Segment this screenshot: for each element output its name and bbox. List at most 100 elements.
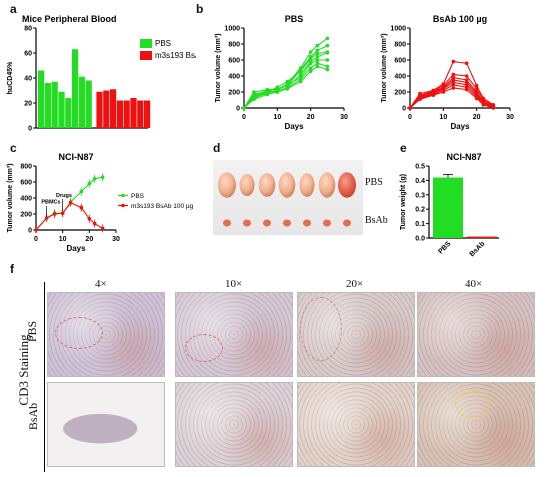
y-tick-label: 1000	[390, 26, 406, 33]
y-tick-label: 600	[20, 180, 32, 187]
bsab-tumor	[343, 219, 351, 227]
x-tick-label: 20	[473, 114, 481, 121]
y-axis-label: Tumor weight (g)	[400, 174, 407, 230]
data-point	[308, 69, 313, 73]
data-point	[315, 55, 320, 59]
pbs-tumor	[218, 172, 236, 198]
data-point	[34, 228, 38, 232]
pbs-tumor	[299, 173, 315, 197]
highlight-circle-yellow	[455, 390, 491, 418]
y-tick-label: 0.1	[415, 221, 425, 228]
bar-pbs	[433, 177, 463, 238]
x-tick-label: 10	[59, 236, 67, 243]
y-tick-label: 600	[228, 58, 240, 65]
data-point	[252, 91, 256, 96]
pbs-tumor	[338, 172, 356, 198]
data-point	[464, 74, 469, 78]
bar-bsab	[110, 89, 117, 128]
legend-swatch	[140, 51, 152, 60]
chart-title: BsAb 100 µg	[433, 14, 487, 24]
x-tick-label: 0	[242, 114, 246, 121]
y-tick-label: 200	[20, 212, 32, 219]
data-point	[491, 106, 496, 110]
bar-pbs	[44, 83, 51, 128]
tumor-row-label-bsab: BsAb	[365, 215, 388, 226]
data-point	[298, 69, 303, 73]
data-point	[451, 86, 456, 90]
y-tick-label: 60	[24, 51, 32, 58]
col-label-20x: 20×	[346, 278, 364, 290]
y-tick-label: 1000	[224, 26, 240, 33]
y-tick-label: 400	[228, 74, 240, 81]
highlight-circle-red	[185, 334, 223, 362]
x-tick-label: 20	[307, 114, 315, 121]
panel-label-e: e	[400, 141, 407, 155]
bsab-tumor	[243, 219, 251, 227]
histology-divider	[44, 282, 45, 472]
x-tick-label: 30	[340, 114, 348, 121]
x-tick-label: 10	[439, 114, 447, 121]
data-point	[285, 83, 290, 87]
histology-panel: CD3 Staining PBS BsAb 4× 10× 20× 40×	[0, 262, 550, 477]
bar-pbs	[51, 81, 58, 128]
x-tick-label: PBS	[437, 240, 452, 255]
pbs-tumor	[258, 173, 276, 197]
x-tick-label: 0	[408, 114, 412, 121]
bar-bsab	[103, 90, 110, 128]
data-point	[325, 36, 330, 41]
data-point	[308, 56, 313, 61]
x-tick-label: 20	[85, 236, 93, 243]
bar-pbs	[85, 80, 92, 128]
y-tick-label: 200	[394, 90, 406, 97]
bsab-tumor	[323, 219, 331, 227]
data-point	[474, 96, 479, 101]
histology-tile-bsab-4x	[47, 382, 165, 467]
chart-b2: 0 200 400 600 800 1000 0 10 20 30 Days Tumor volume…	[381, 14, 514, 131]
y-tick-label: 800	[394, 42, 406, 49]
y-tick-label: 0.4	[415, 178, 425, 185]
pbs-tumor	[278, 172, 296, 198]
histology-row-label-bsab: BsAb	[26, 402, 41, 431]
legend-marker	[121, 203, 125, 208]
data-point	[275, 90, 280, 94]
data-point	[474, 87, 479, 91]
data-point	[298, 79, 303, 84]
data-point	[325, 67, 330, 72]
histology-tile-bsab-20x	[297, 382, 415, 467]
y-tick-label: 400	[20, 196, 32, 203]
y-tick-label: 0	[236, 106, 240, 113]
tumor-photo-panel: PBS BsAb	[213, 155, 388, 240]
y-tick-label: 40	[24, 76, 32, 83]
panel-label-f: f	[10, 262, 14, 276]
bar-bsab	[144, 100, 151, 128]
x-tick-label: 30	[506, 114, 514, 121]
bar-pbs	[78, 76, 85, 128]
y-tick-label: 20	[24, 101, 32, 108]
panel-label-d: d	[213, 141, 221, 155]
data-point	[451, 59, 456, 64]
bar-pbs	[72, 49, 79, 128]
chart-b1: 0 200 400 600 800 1000 0 10 20 30 Days Tumor volume…	[215, 14, 348, 131]
chart-title: NCI-N87	[58, 152, 93, 162]
y-tick-label: 800	[228, 42, 240, 49]
y-tick-label: 600	[394, 58, 406, 65]
col-label-4x: 4×	[95, 278, 107, 290]
y-tick-label: 200	[228, 90, 240, 97]
y-tick-label: 0	[28, 126, 32, 133]
y-tick-label: 400	[394, 74, 406, 81]
legend-marker	[121, 193, 125, 198]
histology-tile-pbs-20x	[297, 292, 415, 377]
data-point	[315, 48, 320, 53]
data-point	[315, 43, 320, 48]
tumor-row-label-pbs: PBS	[365, 177, 383, 188]
x-tick-label: 30	[112, 236, 120, 243]
histology-row-label-pbs: PBS	[25, 320, 40, 343]
data-point	[252, 97, 256, 101]
bar-bsab	[116, 100, 123, 128]
legend-label: PBS	[155, 39, 171, 48]
panel-label-b: b	[196, 2, 204, 16]
chart-title: NCI-N87	[446, 152, 481, 162]
histology-tile-pbs-10x	[175, 292, 293, 377]
bar-pbs	[38, 70, 45, 128]
y-tick-label: 80	[24, 26, 32, 33]
